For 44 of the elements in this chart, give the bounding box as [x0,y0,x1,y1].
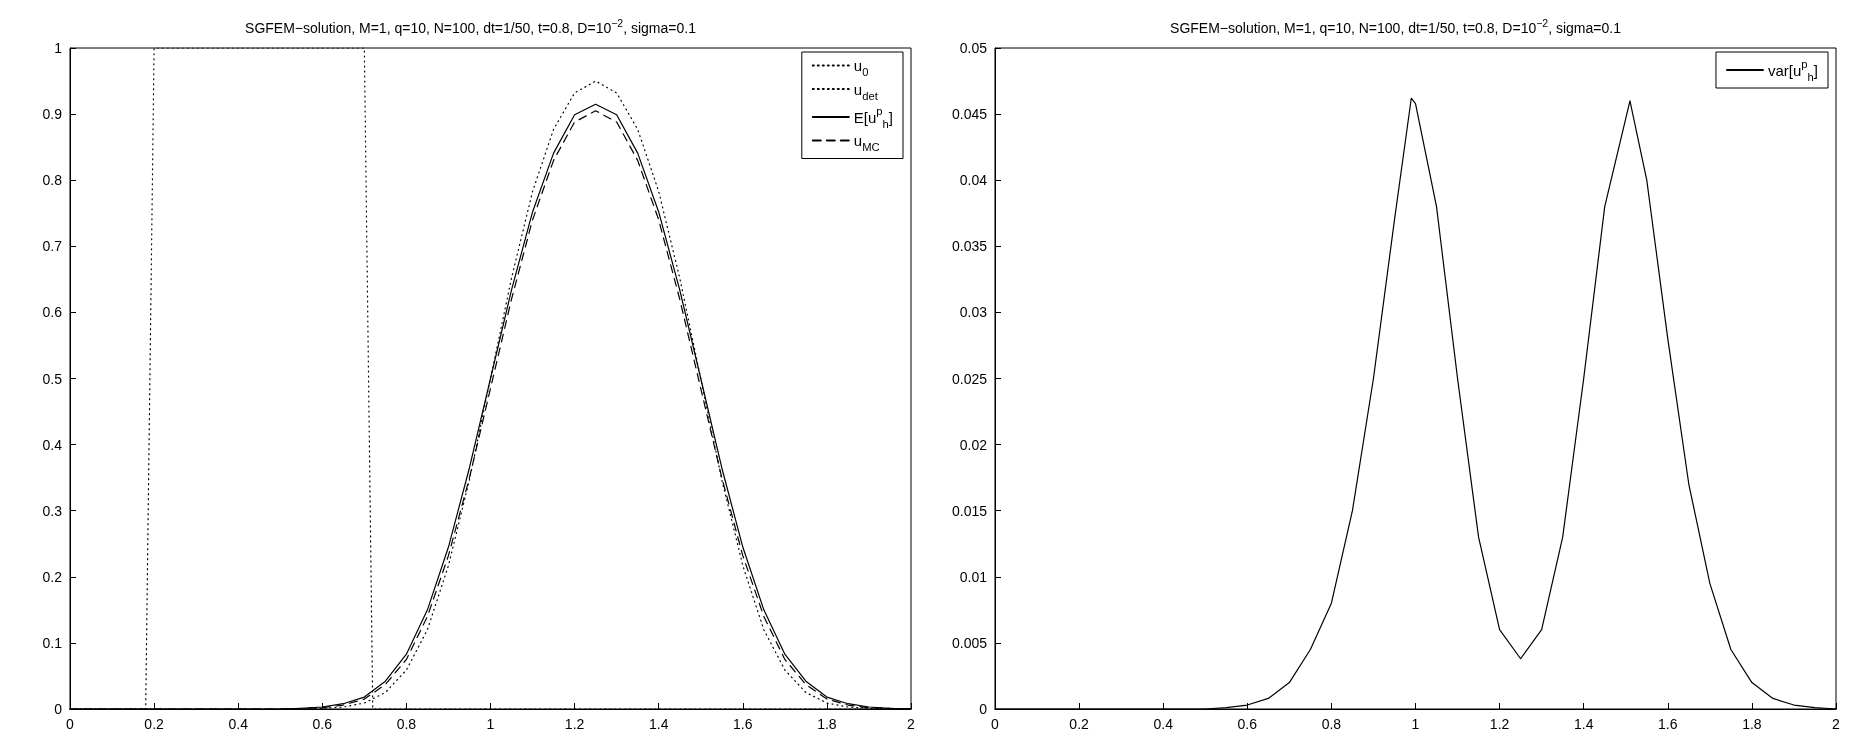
x-tick-label: 1.8 [817,716,837,732]
x-tick-label: 1.4 [1573,716,1594,732]
x-tick-label: 2 [907,716,916,732]
x-tick-label: 1.6 [1658,716,1678,732]
y-tick-label: 1 [54,40,63,56]
y-tick-label: 0.7 [42,238,63,255]
y-tick-label: 0.05 [959,40,988,56]
x-tick-label: 1.2 [1489,716,1510,732]
x-tick-label: 0.4 [228,716,249,732]
y-tick-label: 0.005 [951,634,988,651]
y-tick-label: 0.04 [959,172,988,189]
x-tick-label: 1.8 [1742,716,1762,732]
x-tick-label: 1 [486,716,495,732]
y-tick-label: 0.3 [42,502,63,519]
x-tick-label: 1.2 [564,716,585,732]
y-tick-label: 0.1 [42,634,63,651]
x-tick-label: 0 [66,716,75,732]
y-tick-label: 0.015 [951,502,988,519]
x-tick-label: 1.6 [733,716,753,732]
y-tick-label: 0.6 [42,304,63,321]
x-tick-label: 0.4 [1153,716,1174,732]
x-tick-label: 0.6 [1237,716,1258,732]
y-tick-label: 0 [54,701,63,717]
y-tick-label: 0 [979,701,988,717]
x-tick-label: 0.6 [312,716,333,732]
x-tick-label: 1.4 [648,716,669,732]
y-tick-label: 0.8 [42,172,63,189]
x-tick-label: 0.2 [144,716,165,732]
y-tick-label: 0.4 [42,436,63,453]
y-tick-label: 0.045 [951,106,988,123]
y-tick-label: 0.025 [951,370,988,387]
y-tick-label: 0.9 [42,106,63,123]
y-tick-label: 0.02 [959,436,988,453]
y-tick-label: 0.03 [959,304,988,321]
x-tick-label: 0.8 [1321,716,1342,732]
y-tick-label: 0.035 [951,238,988,255]
y-tick-label: 0.5 [42,370,63,387]
y-tick-label: 0.01 [959,568,988,585]
x-tick-label: 2 [1832,716,1841,732]
x-tick-label: 0.8 [396,716,417,732]
y-tick-label: 0.2 [42,568,63,585]
x-tick-label: 0 [991,716,1000,732]
x-tick-label: 1 [1411,716,1420,732]
x-tick-label: 0.2 [1069,716,1090,732]
